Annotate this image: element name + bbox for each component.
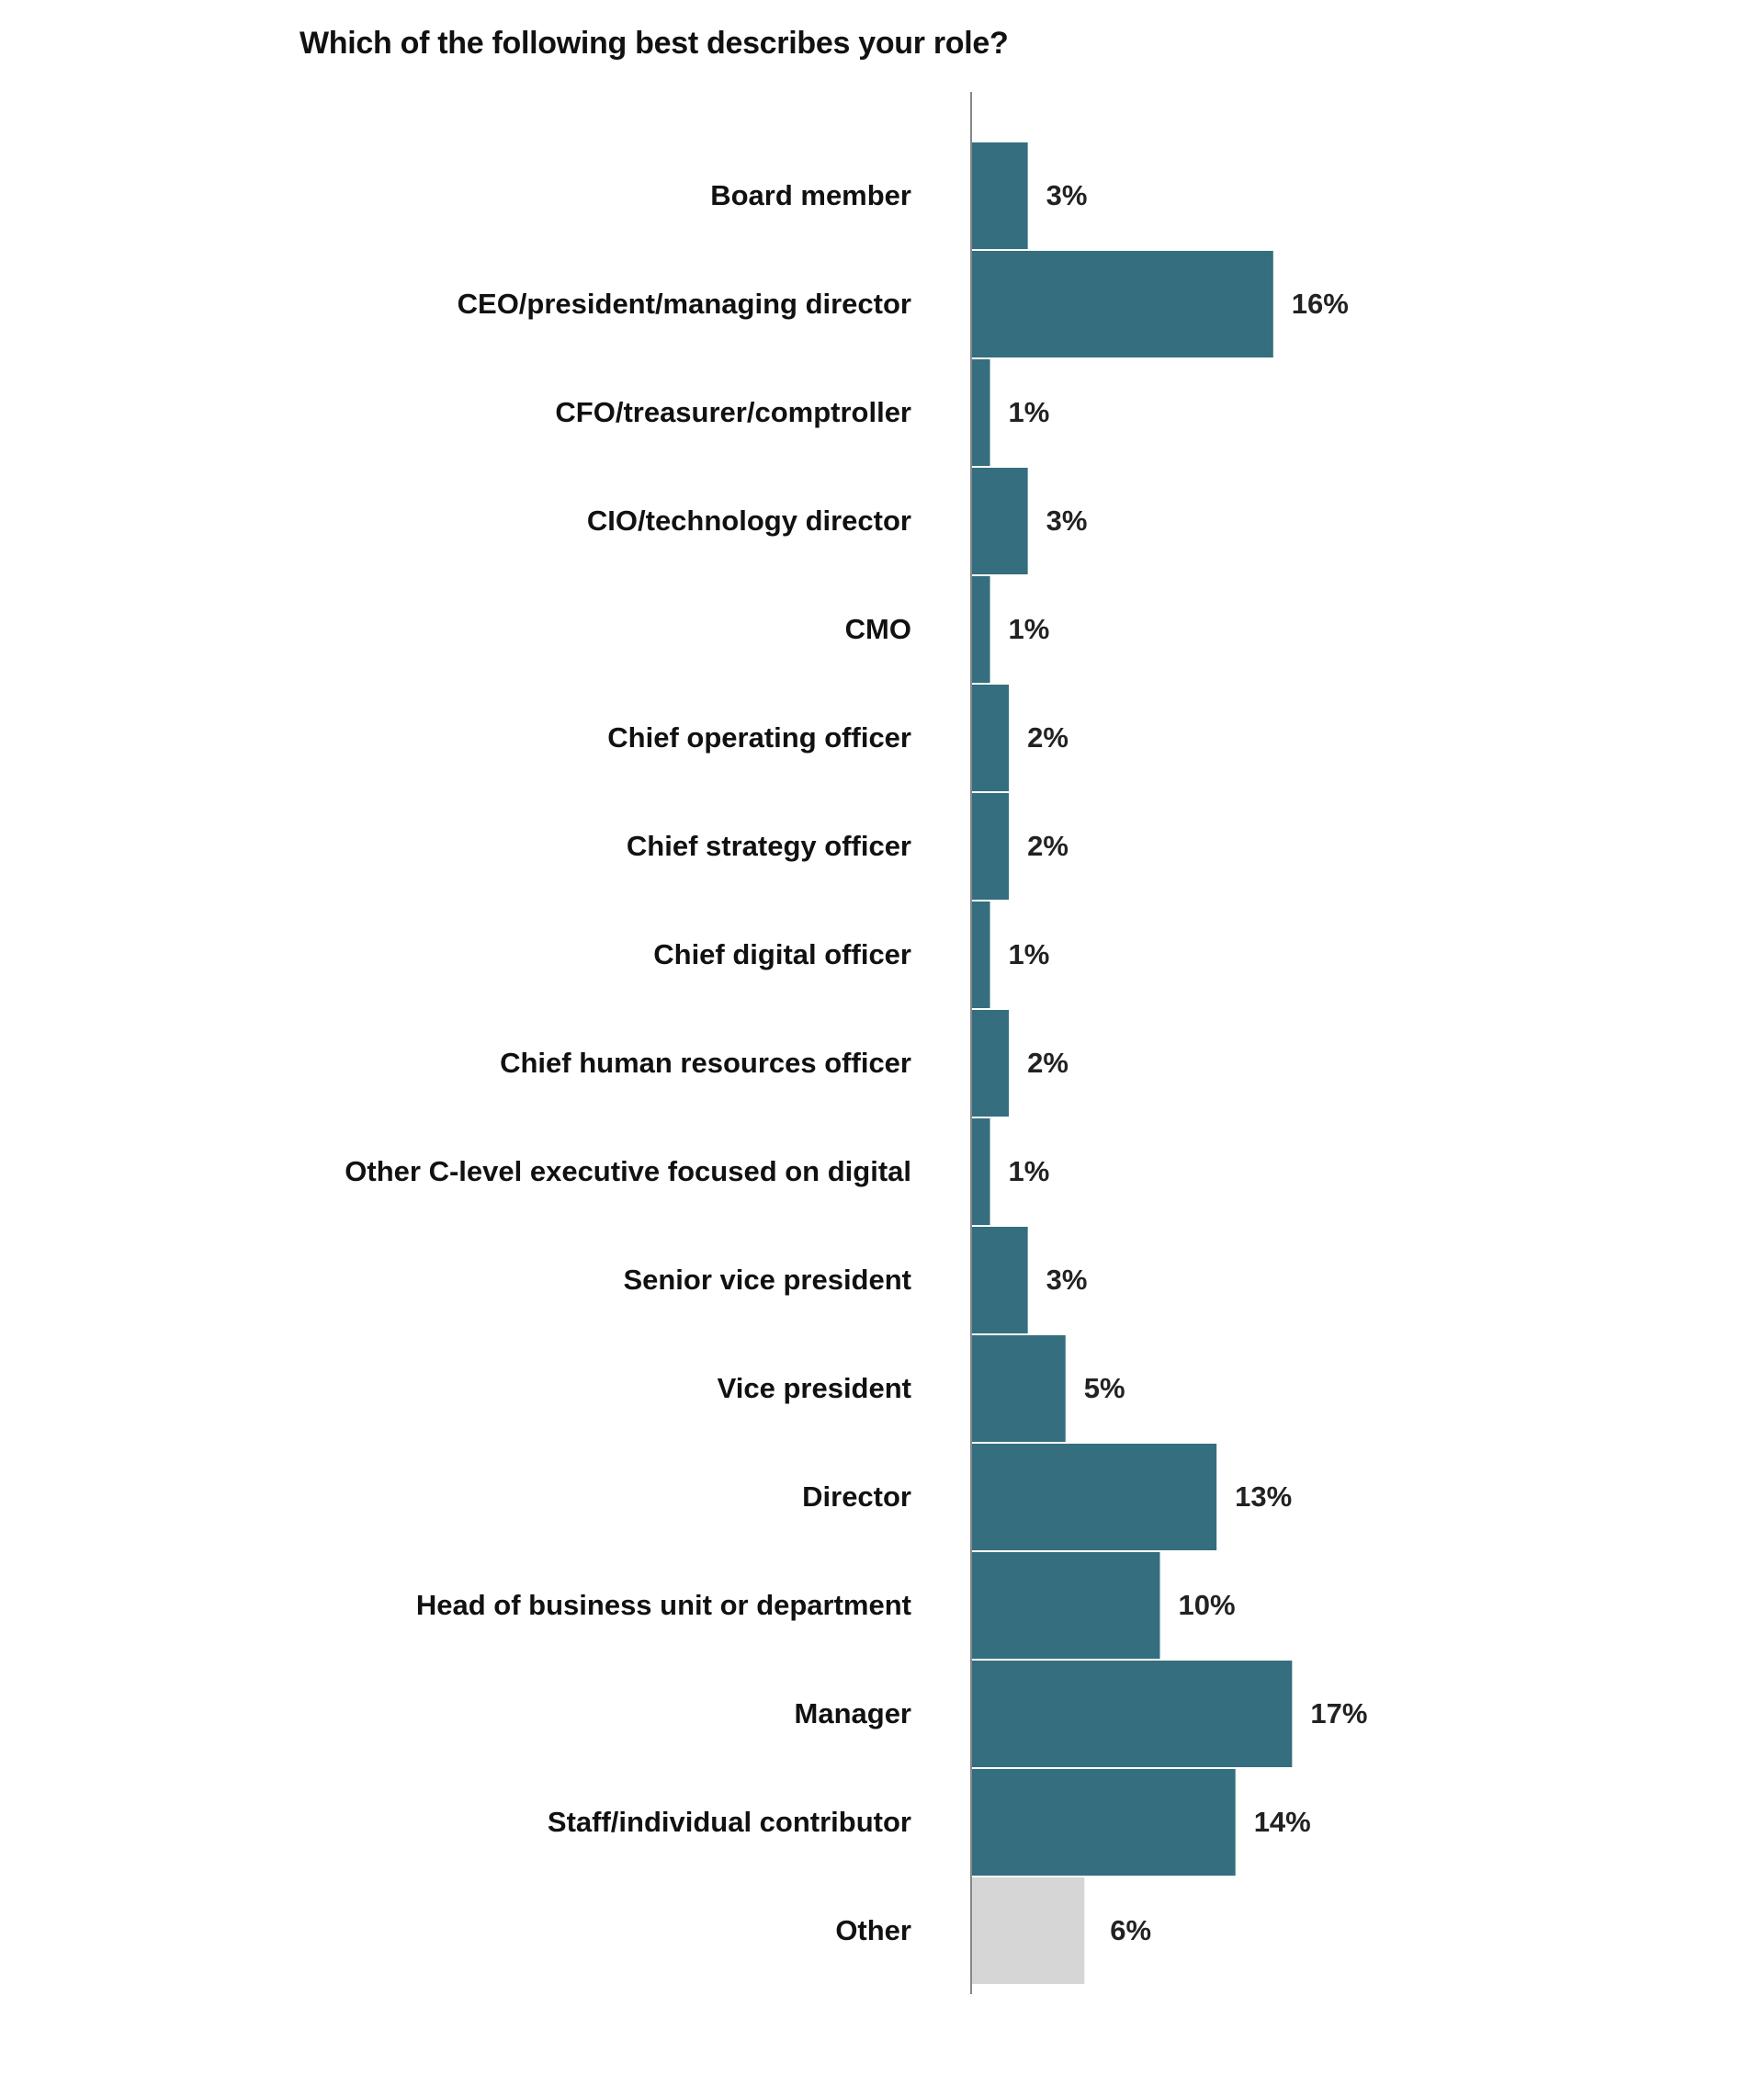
- category-label-chief-operating-officer: Chief operating officer: [607, 721, 911, 754]
- category-label-head-of-business-unit-or-department: Head of business unit or department: [416, 1589, 911, 1621]
- value-label-cfo-treasurer-comptroller: 1%: [1009, 396, 1050, 428]
- bar-manager: [971, 1661, 1293, 1767]
- value-label-board-member: 3%: [1046, 179, 1088, 211]
- category-label-board-member: Board member: [710, 179, 911, 211]
- bar-cfo-treasurer-comptroller: [971, 359, 990, 466]
- bar-cio-technology-director: [971, 468, 1028, 574]
- value-label-ceo-president-managing-director: 16%: [1292, 288, 1349, 320]
- bar-head-of-business-unit-or-department: [971, 1552, 1160, 1659]
- bar-board-member: [971, 142, 1028, 249]
- value-label-other-c-level-executive-focused-on-digital: 1%: [1009, 1155, 1050, 1187]
- bar-other: [971, 1877, 1085, 1984]
- value-label-manager: 17%: [1310, 1697, 1367, 1729]
- category-label-senior-vice-president: Senior vice president: [623, 1264, 911, 1296]
- bar-chief-human-resources-officer: [971, 1010, 1010, 1117]
- bar-senior-vice-president: [971, 1227, 1028, 1333]
- category-label-other-c-level-executive-focused-on-digital: Other C-level executive focused on digit…: [345, 1155, 911, 1187]
- category-label-chief-strategy-officer: Chief strategy officer: [627, 830, 911, 862]
- category-label-ceo-president-managing-director: CEO/president/managing director: [458, 288, 911, 320]
- value-label-cmo: 1%: [1009, 613, 1050, 645]
- value-label-cio-technology-director: 3%: [1046, 505, 1088, 537]
- bar-cmo: [971, 576, 990, 683]
- category-label-vice-president: Vice president: [718, 1372, 911, 1404]
- category-label-chief-digital-officer: Chief digital officer: [653, 938, 911, 970]
- value-label-chief-strategy-officer: 2%: [1027, 830, 1069, 862]
- bar-chief-operating-officer: [971, 685, 1010, 791]
- value-label-other: 6%: [1110, 1914, 1151, 1946]
- category-label-cio-technology-director: CIO/technology director: [587, 505, 911, 537]
- value-label-chief-digital-officer: 1%: [1009, 938, 1050, 970]
- category-labels: Board member CEO/president/managing direc…: [345, 179, 911, 1946]
- category-label-manager: Manager: [795, 1697, 911, 1729]
- bar-director: [971, 1444, 1217, 1550]
- value-label-staff-individual-contributor: 14%: [1254, 1806, 1311, 1838]
- category-label-cmo: CMO: [845, 613, 911, 645]
- bar-ceo-president-managing-director: [971, 251, 1273, 357]
- category-label-chief-human-resources-officer: Chief human resources officer: [500, 1047, 911, 1079]
- category-label-director: Director: [802, 1480, 911, 1513]
- value-label-head-of-business-unit-or-department: 10%: [1179, 1589, 1236, 1621]
- bar-chief-digital-officer: [971, 902, 990, 1008]
- bar-staff-individual-contributor: [971, 1769, 1236, 1876]
- category-label-cfo-treasurer-comptroller: CFO/treasurer/comptroller: [555, 396, 911, 428]
- bar-other-c-level-executive-focused-on-digital: [971, 1118, 990, 1225]
- chart-title: Which of the following best describes yo…: [300, 26, 1009, 61]
- value-label-chief-operating-officer: 2%: [1027, 721, 1069, 754]
- bar-vice-president: [971, 1335, 1066, 1442]
- value-label-senior-vice-president: 3%: [1046, 1264, 1088, 1296]
- value-labels: 3% 16% 1% 3% 1% 2% 2% 1% 2% 1% 3% 5% 13% 10% 17% 14% 6%: [1009, 179, 1368, 1946]
- value-label-director: 13%: [1235, 1480, 1292, 1513]
- category-label-other: Other: [835, 1914, 911, 1946]
- value-label-vice-president: 5%: [1084, 1372, 1125, 1404]
- bar-chief-strategy-officer: [971, 793, 1010, 900]
- value-label-chief-human-resources-officer: 2%: [1027, 1047, 1069, 1079]
- bars-layer: [971, 142, 1293, 1984]
- category-label-staff-individual-contributor: Staff/individual contributor: [548, 1806, 911, 1838]
